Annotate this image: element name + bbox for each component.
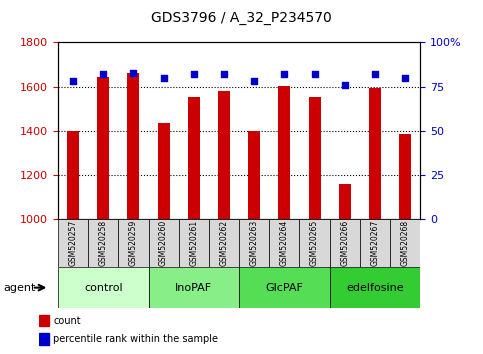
Bar xyxy=(58,267,149,308)
Bar xyxy=(188,97,200,219)
Text: GSM520264: GSM520264 xyxy=(280,220,289,267)
Bar xyxy=(218,91,230,219)
Bar xyxy=(128,74,140,219)
Bar xyxy=(179,219,209,267)
Point xyxy=(99,72,107,77)
Text: GSM520260: GSM520260 xyxy=(159,220,168,267)
Bar xyxy=(239,219,270,267)
Bar xyxy=(97,77,109,219)
Text: GSM520263: GSM520263 xyxy=(250,220,259,267)
Bar xyxy=(67,131,79,219)
Point xyxy=(129,70,137,75)
Text: edelfosine: edelfosine xyxy=(346,282,404,293)
Point xyxy=(220,72,228,77)
Bar xyxy=(39,315,49,326)
Point xyxy=(371,72,379,77)
Point xyxy=(281,72,288,77)
Text: GSM520262: GSM520262 xyxy=(219,220,228,267)
Point xyxy=(160,75,168,81)
Point xyxy=(341,82,349,88)
Bar xyxy=(330,219,360,267)
Bar xyxy=(149,219,179,267)
Text: InoPAF: InoPAF xyxy=(175,282,213,293)
Bar xyxy=(278,86,290,219)
Point xyxy=(190,72,198,77)
Text: percentile rank within the sample: percentile rank within the sample xyxy=(53,334,218,344)
Bar xyxy=(239,267,330,308)
Bar xyxy=(330,267,420,308)
Text: GSM520259: GSM520259 xyxy=(129,220,138,267)
Bar xyxy=(248,131,260,219)
Bar xyxy=(157,123,170,219)
Text: agent: agent xyxy=(3,282,35,293)
Bar xyxy=(118,219,149,267)
Point xyxy=(250,79,258,84)
Text: GSM520267: GSM520267 xyxy=(370,220,380,267)
Bar xyxy=(88,219,118,267)
Bar xyxy=(39,333,49,345)
Point xyxy=(311,72,318,77)
Bar xyxy=(390,219,420,267)
Text: GSM520266: GSM520266 xyxy=(340,220,349,267)
Text: GSM520265: GSM520265 xyxy=(310,220,319,267)
Text: GSM520257: GSM520257 xyxy=(69,220,78,267)
Bar xyxy=(339,184,351,219)
Bar xyxy=(369,88,381,219)
Bar xyxy=(209,219,239,267)
Bar xyxy=(58,219,88,267)
Point xyxy=(401,75,409,81)
Point xyxy=(69,79,77,84)
Bar xyxy=(360,219,390,267)
Bar xyxy=(399,134,411,219)
Text: GSM520261: GSM520261 xyxy=(189,220,199,267)
Text: GlcPAF: GlcPAF xyxy=(266,282,303,293)
Bar xyxy=(270,219,299,267)
Text: GDS3796 / A_32_P234570: GDS3796 / A_32_P234570 xyxy=(151,11,332,25)
Text: GSM520258: GSM520258 xyxy=(99,220,108,267)
Bar xyxy=(149,267,239,308)
Text: count: count xyxy=(53,316,81,326)
Text: control: control xyxy=(84,282,123,293)
Bar xyxy=(299,219,330,267)
Bar xyxy=(309,97,321,219)
Text: GSM520268: GSM520268 xyxy=(400,220,410,267)
